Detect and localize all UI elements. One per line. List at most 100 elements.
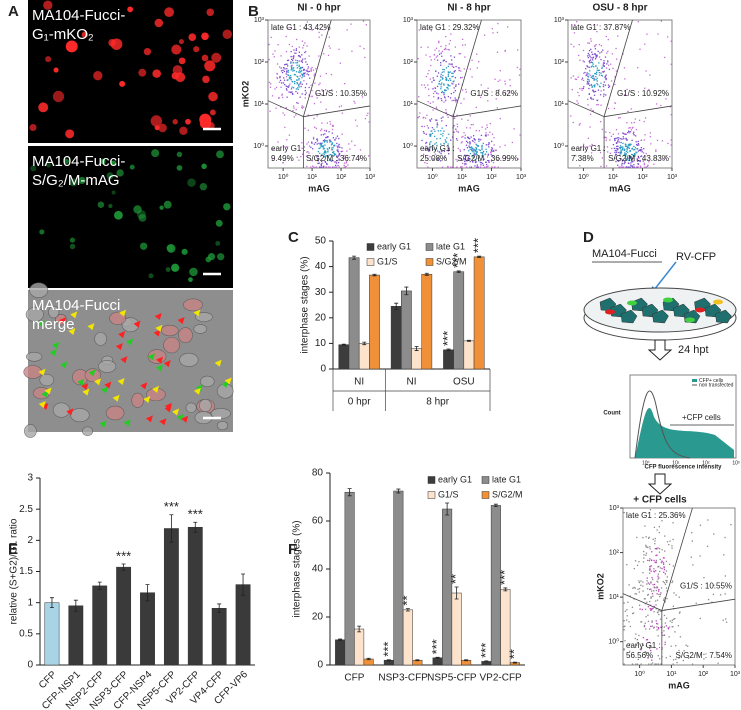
event-dot bbox=[666, 576, 669, 578]
cell-nucleus bbox=[158, 123, 167, 133]
arrowhead bbox=[82, 388, 90, 396]
event-dot bbox=[616, 137, 619, 139]
event-dot bbox=[674, 631, 676, 633]
event-dot bbox=[345, 161, 348, 163]
event-dot bbox=[624, 161, 626, 163]
event-dot bbox=[589, 59, 592, 61]
y-tick-label: 10¹ bbox=[403, 101, 414, 108]
event-dot bbox=[650, 559, 653, 562]
event-dot bbox=[628, 127, 630, 129]
event-dot bbox=[488, 146, 490, 148]
cell-nucleus bbox=[81, 31, 89, 38]
event-dot bbox=[317, 160, 319, 162]
event-dot bbox=[319, 144, 321, 146]
event-dot bbox=[587, 52, 590, 55]
event-dot bbox=[306, 73, 308, 75]
event-dot bbox=[591, 53, 594, 56]
event-dot bbox=[323, 152, 325, 154]
event-dot bbox=[334, 164, 337, 167]
cell bbox=[94, 332, 107, 346]
cell bbox=[179, 352, 199, 367]
event-dot bbox=[313, 166, 315, 168]
event-dot bbox=[277, 44, 279, 46]
event-dot bbox=[640, 166, 642, 168]
panel-letter: D bbox=[583, 229, 594, 246]
event-dot bbox=[637, 140, 639, 143]
event-dot bbox=[319, 82, 321, 84]
error-bar bbox=[405, 608, 410, 612]
event-dot bbox=[615, 129, 618, 131]
event-dot bbox=[589, 55, 591, 57]
event-dot bbox=[302, 153, 304, 155]
micrograph-label: merge bbox=[32, 316, 75, 333]
event-dot bbox=[430, 130, 432, 132]
event-dot bbox=[298, 77, 300, 80]
event-dot bbox=[478, 138, 480, 140]
event-dot bbox=[336, 155, 338, 157]
event-dot bbox=[619, 116, 621, 119]
event-dot bbox=[648, 537, 650, 539]
event-dot bbox=[487, 154, 489, 156]
event-dot bbox=[633, 131, 635, 133]
event-dot bbox=[278, 97, 280, 99]
event-dot bbox=[440, 88, 442, 90]
event-dot bbox=[475, 160, 477, 163]
x-tick-label: NSP5-CFP bbox=[427, 673, 477, 684]
event-dot bbox=[634, 637, 636, 640]
event-dot bbox=[640, 649, 642, 651]
event-dot bbox=[643, 625, 646, 628]
event-dot bbox=[468, 150, 470, 152]
gate-line bbox=[453, 105, 522, 118]
event-dot bbox=[331, 154, 333, 156]
event-dot bbox=[602, 149, 605, 151]
event-dot bbox=[627, 110, 629, 113]
event-dot bbox=[463, 149, 465, 151]
event-dot bbox=[513, 128, 515, 130]
event-dot bbox=[316, 97, 318, 99]
event-dot bbox=[574, 78, 577, 80]
event-dot bbox=[586, 55, 589, 57]
bar bbox=[140, 592, 155, 666]
event-dot bbox=[281, 71, 284, 74]
event-dot bbox=[667, 628, 670, 630]
event-dot bbox=[442, 60, 444, 62]
event-dot bbox=[479, 96, 482, 99]
event-dot bbox=[672, 663, 674, 665]
event-dot bbox=[627, 159, 629, 161]
event-dot bbox=[638, 149, 641, 151]
event-dot bbox=[449, 71, 451, 73]
event-dot bbox=[483, 34, 486, 36]
event-dot bbox=[459, 53, 462, 55]
gate-label: late G1 : 43.42% bbox=[271, 23, 331, 32]
event-dot bbox=[653, 570, 655, 572]
event-dot bbox=[343, 166, 345, 168]
event-dot bbox=[629, 166, 631, 168]
event-dot bbox=[436, 126, 438, 128]
event-dot bbox=[615, 47, 617, 50]
event-dot bbox=[336, 155, 339, 157]
event-dot bbox=[306, 70, 308, 72]
event-dot bbox=[626, 148, 629, 150]
event-dot bbox=[278, 81, 281, 83]
event-dot bbox=[658, 609, 660, 611]
event-dot bbox=[672, 580, 674, 582]
event-dot bbox=[310, 68, 312, 70]
arrowhead bbox=[159, 418, 167, 426]
event-dot bbox=[310, 84, 312, 86]
event-dot bbox=[328, 154, 330, 156]
event-dot bbox=[504, 144, 506, 146]
event-dot bbox=[472, 161, 474, 163]
event-dot bbox=[454, 77, 457, 79]
bar bbox=[432, 657, 443, 666]
event-dot bbox=[445, 77, 447, 79]
event-dot bbox=[725, 618, 727, 620]
micrograph-label: MA104-Fucci- bbox=[32, 7, 125, 24]
event-dot bbox=[423, 132, 425, 134]
event-dot bbox=[655, 589, 658, 592]
event-dot bbox=[626, 122, 628, 124]
event-dot bbox=[657, 33, 659, 35]
event-dot bbox=[447, 95, 450, 98]
event-dot bbox=[625, 153, 628, 155]
event-dot bbox=[273, 56, 275, 58]
event-dot bbox=[605, 74, 607, 76]
